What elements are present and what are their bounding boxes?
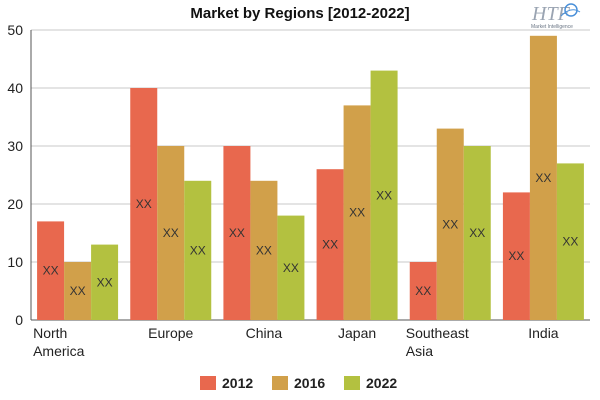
bar-data-label: XX — [43, 264, 59, 278]
bar-2012 — [130, 88, 158, 320]
x-category-label: North America — [33, 325, 85, 359]
bar-2016 — [343, 105, 371, 321]
bar-2022 — [463, 146, 491, 320]
x-category-label: Southeast Asia — [406, 325, 469, 359]
bar-data-label: XX — [562, 235, 578, 249]
gridlines — [31, 29, 590, 321]
x-axis: North America Europe China Japan Southeast Asi… — [33, 325, 559, 359]
bar-2012 — [37, 221, 65, 320]
y-tick-label: 20 — [7, 196, 23, 212]
logo-swoosh-icon — [560, 9, 581, 17]
legend-label: 2022 — [366, 375, 397, 391]
bar-data-label: XX — [508, 249, 524, 263]
bar-2016 — [529, 35, 557, 321]
y-tick-label: 0 — [15, 312, 23, 328]
x-category-label: India — [528, 325, 559, 341]
bar-data-label: XX — [469, 226, 485, 240]
bar-2022 — [91, 244, 119, 320]
logo: HTF Market Intelligence — [531, 3, 581, 30]
bar-data-label: XX — [322, 238, 338, 252]
bar-2016 — [157, 146, 185, 320]
bar-2016 — [64, 262, 92, 320]
x-category-label: China — [246, 325, 283, 341]
bar-data-label: XX — [229, 226, 245, 240]
bar-2022 — [556, 163, 584, 320]
bar-2016 — [250, 180, 278, 320]
legend-label: 2012 — [222, 375, 253, 391]
bar-2016 — [436, 128, 464, 320]
legend-swatch — [272, 376, 288, 390]
bar-data-label: XX — [415, 284, 431, 298]
bar-2022 — [277, 215, 305, 320]
x-category-label: Japan — [338, 325, 376, 341]
y-tick-label: 10 — [7, 254, 23, 270]
bar-data-label: XX — [97, 275, 113, 289]
bar-data-label: XX — [349, 206, 365, 220]
bar-data-label: XX — [163, 226, 179, 240]
bar-data-label: XX — [442, 217, 458, 231]
bar-2022 — [184, 180, 212, 320]
bar-2012 — [223, 146, 251, 320]
bar-data-label: XX — [283, 261, 299, 275]
bars: XX XX XX XX XX XX XX XX XX XX XX XX XX XX XX XX XX XX — [37, 35, 584, 321]
bar-2012 — [409, 262, 437, 320]
logo-text: HTF — [531, 3, 571, 25]
y-tick-label: 30 — [7, 138, 23, 154]
x-category-label: Europe — [148, 325, 193, 341]
legend: 2012 2016 2022 — [200, 375, 397, 391]
logo-subtext: Market Intelligence — [531, 24, 573, 30]
bar-data-label: XX — [535, 171, 551, 185]
bar-2022 — [370, 70, 398, 320]
y-tick-label: 40 — [7, 80, 23, 96]
bar-data-label: XX — [256, 243, 272, 257]
bar-data-label: XX — [136, 197, 152, 211]
y-tick-label: 50 — [7, 22, 23, 38]
legend-swatch — [200, 376, 216, 390]
bar-2012 — [502, 192, 530, 320]
bar-2012 — [316, 169, 344, 320]
legend-swatch — [344, 376, 360, 390]
bar-data-label: XX — [376, 188, 392, 202]
bar-data-label: XX — [70, 284, 86, 298]
bar-data-label: XX — [190, 243, 206, 257]
chart-title: Market by Regions [2012-2022] — [190, 5, 409, 22]
legend-label: 2016 — [294, 375, 325, 391]
y-axis: 0 10 20 30 40 50 — [7, 22, 32, 328]
